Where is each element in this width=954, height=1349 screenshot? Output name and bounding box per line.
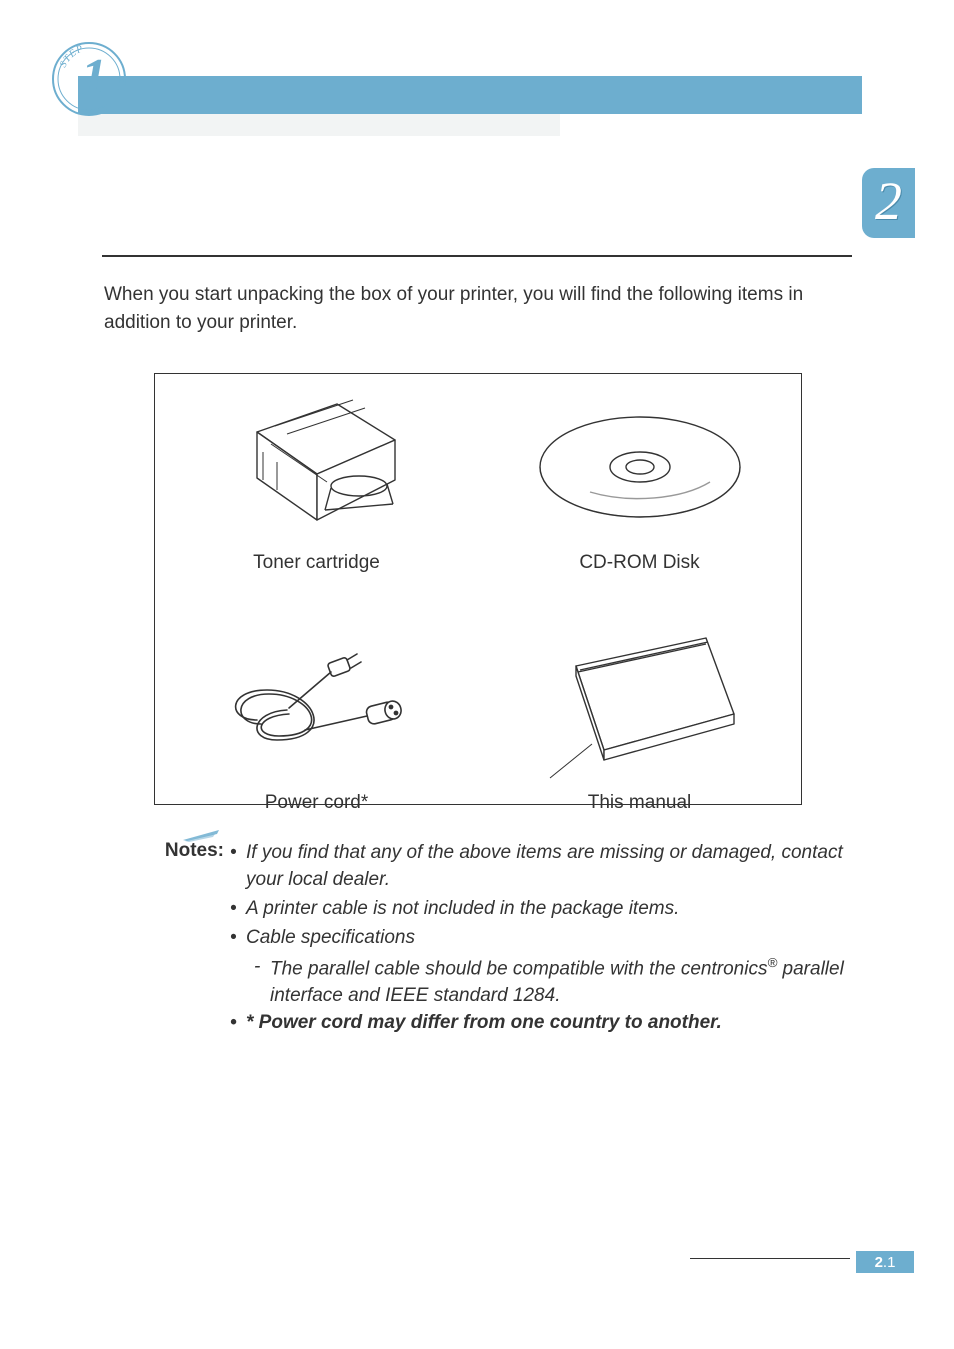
note-text: * Power cord may differ from one country…	[246, 1010, 850, 1037]
header-bar	[78, 76, 862, 114]
intro-text: When you start unpacking the box of your…	[104, 281, 850, 336]
item-cord-label: Power cord*	[265, 792, 369, 814]
note-text: A printer cable is not included in the p…	[246, 896, 850, 923]
note-subitem: - The parallel cable should be compatibl…	[230, 954, 850, 1010]
note-text: Cable specifications	[246, 925, 850, 952]
notes-accent-icon	[181, 828, 221, 842]
step-number: 1	[81, 49, 107, 106]
package-items-box: Toner cartridge CD-ROM Disk	[154, 373, 802, 805]
item-manual: This manual	[478, 604, 801, 844]
note-item: • Cable specifications	[230, 925, 850, 952]
booklet-icon	[530, 622, 750, 782]
horizontal-rule	[102, 255, 852, 257]
chapter-tab-number: 2	[875, 170, 902, 232]
step-badge: STEP 1	[48, 38, 130, 125]
power-cord-icon	[217, 642, 417, 762]
item-cdrom-label: CD-ROM Disk	[579, 552, 699, 574]
header-cutout	[560, 114, 862, 136]
note-item: • If you find that any of the above item…	[230, 840, 850, 894]
note-item: • A printer cable is not included in the…	[230, 896, 850, 923]
toner-cartridge-icon	[217, 392, 417, 542]
notes-list: • If you find that any of the above item…	[230, 840, 850, 1039]
item-toner-label: Toner cartridge	[253, 552, 380, 574]
footer-chapter: 2	[875, 1254, 883, 1271]
note-text: If you find that any of the above items …	[246, 840, 850, 894]
footer-rule	[690, 1258, 850, 1259]
item-cdrom: CD-ROM Disk	[478, 374, 801, 604]
note-sub-text: The parallel cable should be compatible …	[270, 954, 850, 1010]
chapter-tab: 2	[862, 168, 915, 238]
notes-block: Notes: • If you find that any of the abo…	[156, 840, 850, 1039]
note-item: • * Power cord may differ from one count…	[230, 1010, 850, 1037]
item-manual-label: This manual	[588, 792, 692, 814]
page-number-badge: 2.1	[856, 1251, 914, 1273]
cd-disc-icon	[530, 407, 750, 527]
notes-label: Notes:	[156, 840, 230, 1039]
item-cord: Power cord*	[155, 604, 478, 844]
footer-page: 1	[887, 1254, 895, 1271]
item-toner: Toner cartridge	[155, 374, 478, 604]
